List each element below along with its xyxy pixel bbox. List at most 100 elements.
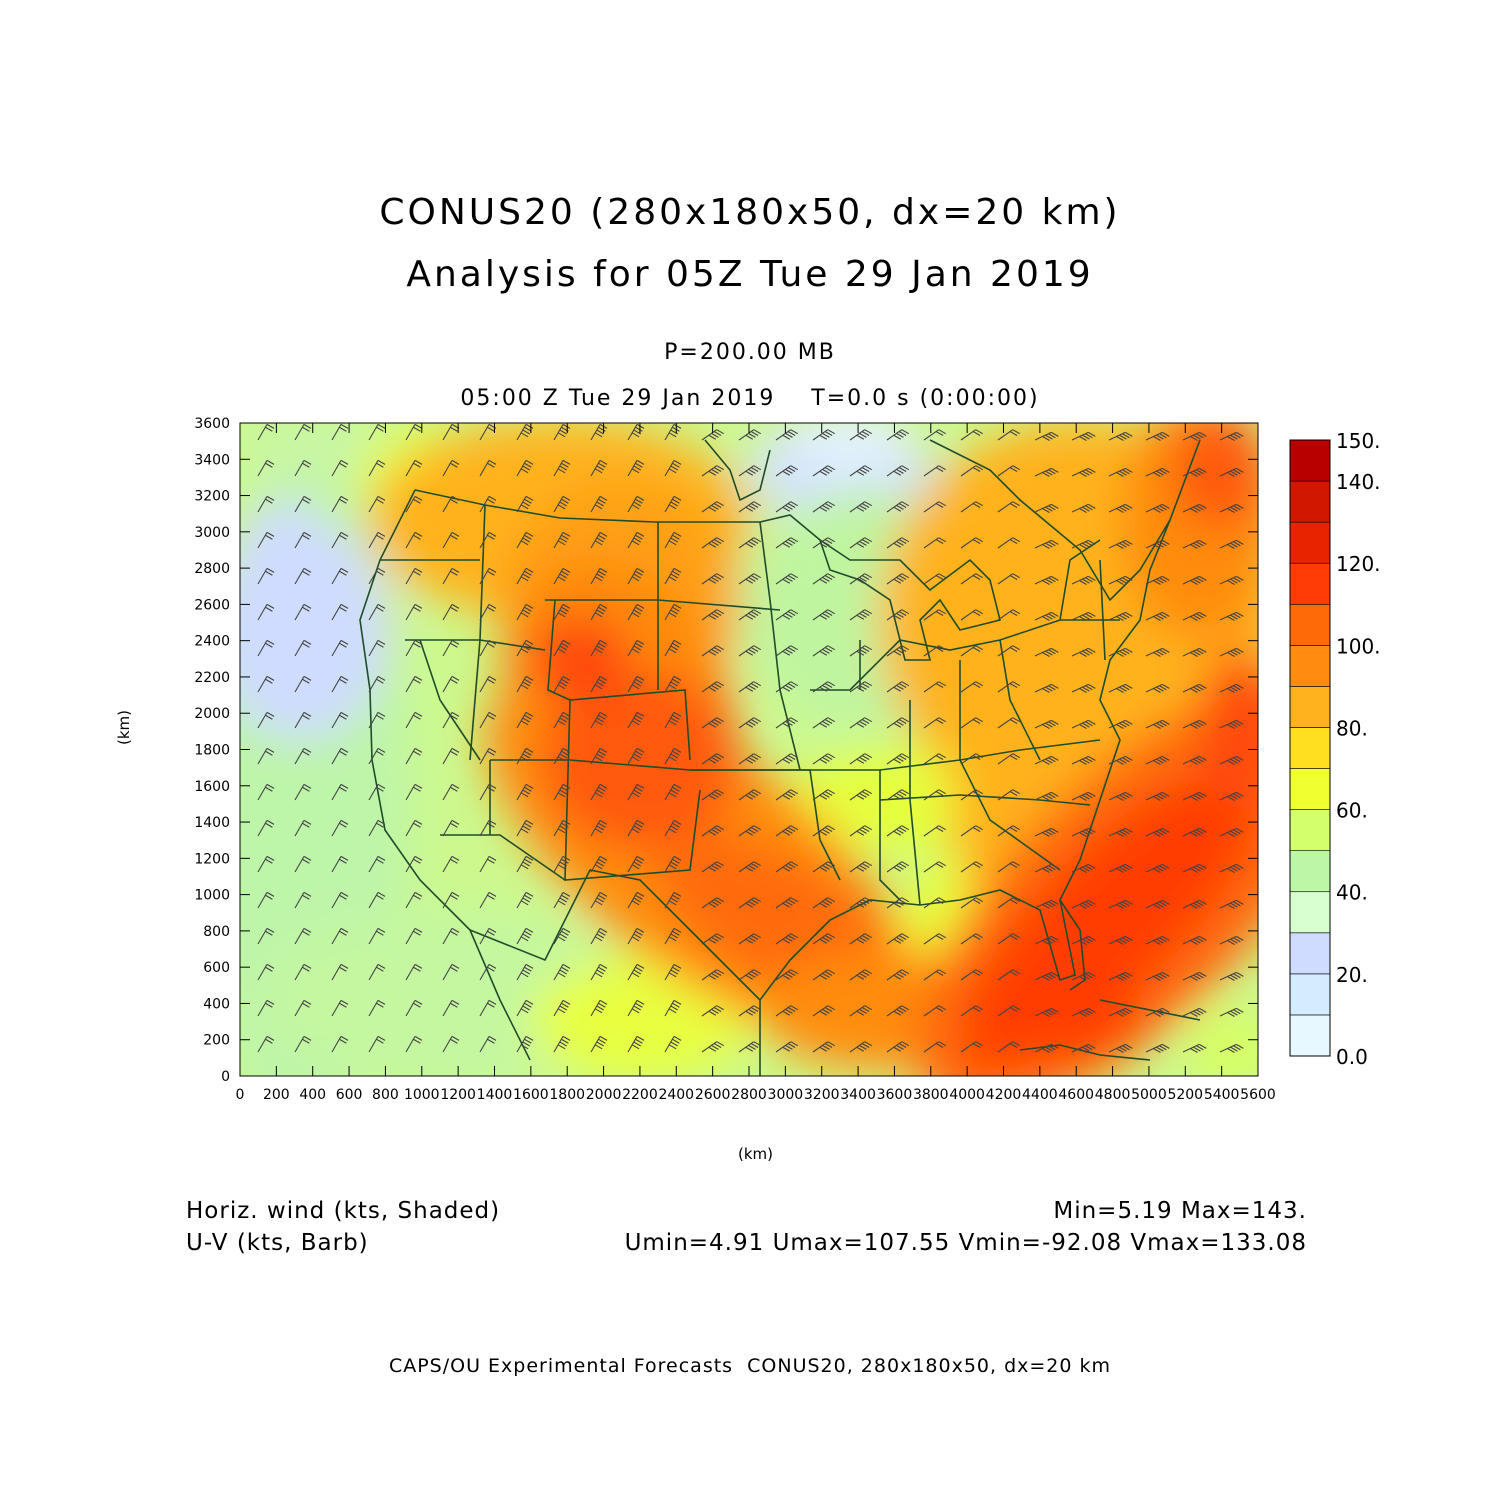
wind-barb — [479, 495, 497, 513]
wind-barb — [775, 465, 799, 477]
wind-barb — [627, 459, 645, 477]
wind-barb — [923, 861, 947, 873]
wind-barb — [516, 423, 534, 441]
wind-barb — [960, 645, 984, 657]
x-tick-label: 1400 — [477, 1087, 513, 1103]
y-tick-label: 800 — [203, 924, 230, 940]
colorbar-swatch — [1289, 645, 1331, 687]
wind-barb — [590, 891, 608, 909]
y-tick-label: 2200 — [194, 670, 230, 686]
wind-barb — [405, 531, 423, 549]
x-tick-label: 5200 — [1167, 1087, 1203, 1103]
wind-barb — [1108, 971, 1133, 981]
wind-barb — [553, 639, 571, 657]
wind-barb — [553, 927, 571, 945]
x-tick-label: 4000 — [949, 1087, 985, 1103]
wind-barb — [294, 927, 312, 945]
wind-barb — [886, 1005, 910, 1017]
wind-barb — [590, 459, 608, 477]
x-tick-label: 3000 — [768, 1087, 804, 1103]
wind-barb — [1219, 503, 1244, 513]
wind-barb — [923, 465, 947, 477]
wind-barb — [257, 1035, 275, 1053]
wind-barb — [294, 747, 312, 765]
wind-barb — [812, 429, 836, 441]
wind-barb — [516, 1035, 534, 1053]
wind-barb — [1071, 647, 1096, 657]
wind-barb — [738, 681, 762, 693]
wind-barb — [1034, 575, 1059, 585]
wind-barb — [960, 717, 984, 729]
wind-barb — [849, 933, 873, 945]
wind-barb — [1071, 755, 1096, 765]
wind-barb — [923, 645, 947, 657]
colorbar-swatch — [1289, 809, 1331, 851]
wind-barb — [1108, 575, 1133, 585]
wind-barb — [331, 1035, 349, 1053]
wind-barb — [997, 465, 1021, 477]
wind-barb — [738, 897, 762, 909]
wind-barb — [849, 537, 873, 549]
wind-barb — [1182, 647, 1207, 657]
wind-barb — [627, 963, 645, 981]
wind-barb — [849, 429, 873, 441]
wind-barb — [331, 495, 349, 513]
wind-barb — [812, 969, 836, 981]
wind-barb — [849, 861, 873, 873]
colorbar-swatch — [1289, 891, 1331, 934]
y-tick-label: 2600 — [194, 597, 230, 613]
wind-barb — [664, 675, 682, 693]
wind-barb — [1219, 863, 1244, 873]
wind-barb — [590, 495, 608, 513]
wind-barb — [553, 675, 571, 693]
wind-barb — [812, 897, 836, 909]
wind-barb — [1219, 539, 1244, 549]
wind-barb — [1219, 935, 1244, 945]
wind-barb — [1182, 827, 1207, 837]
wind-barb — [553, 711, 571, 729]
wind-barb — [442, 747, 460, 765]
y-tick-label: 3600 — [194, 416, 230, 432]
wind-barb — [294, 855, 312, 873]
colorbar-label: 150. — [1336, 429, 1381, 453]
wind-barb — [442, 1035, 460, 1053]
wind-barb — [294, 711, 312, 729]
wind-barb — [294, 1035, 312, 1053]
wind-barb — [553, 891, 571, 909]
wind-barb — [775, 969, 799, 981]
wind-barb — [775, 753, 799, 765]
wind-barb — [1145, 467, 1170, 477]
x-tick-label: 3200 — [804, 1087, 840, 1103]
wind-barb — [1108, 827, 1133, 837]
wind-barb — [442, 999, 460, 1017]
wind-barb — [738, 537, 762, 549]
wind-barb — [479, 711, 497, 729]
x-tick-label: 2200 — [622, 1087, 658, 1103]
wind-barb — [886, 789, 910, 801]
wind-barb — [590, 963, 608, 981]
wind-barbs — [257, 423, 1244, 1053]
wind-barb — [1219, 1043, 1244, 1053]
y-tick-label: 3400 — [194, 452, 230, 468]
wind-barb — [516, 675, 534, 693]
colorbar-swatch — [1289, 521, 1331, 564]
wind-barb — [257, 603, 275, 621]
wind-barb — [1071, 791, 1096, 801]
wind-barb — [923, 825, 947, 837]
map-boundaries — [359, 439, 1201, 1076]
title-line-1: CONUS20 (280x180x50, dx=20 km) — [379, 192, 1121, 233]
wind-barb — [405, 639, 423, 657]
wind-barb — [1071, 1043, 1096, 1053]
wind-barb — [849, 1041, 873, 1053]
wind-barb — [516, 639, 534, 657]
wind-barb — [1108, 1043, 1133, 1053]
wind-barb — [257, 711, 275, 729]
x-tick-label: 3800 — [913, 1087, 949, 1103]
wind-barb — [1071, 899, 1096, 909]
wind-barb — [479, 567, 497, 585]
wind-barb — [1182, 611, 1207, 621]
wind-barb — [1145, 791, 1170, 801]
wind-barb — [405, 783, 423, 801]
wind-barb — [1182, 755, 1207, 765]
wind-barb — [627, 819, 645, 837]
